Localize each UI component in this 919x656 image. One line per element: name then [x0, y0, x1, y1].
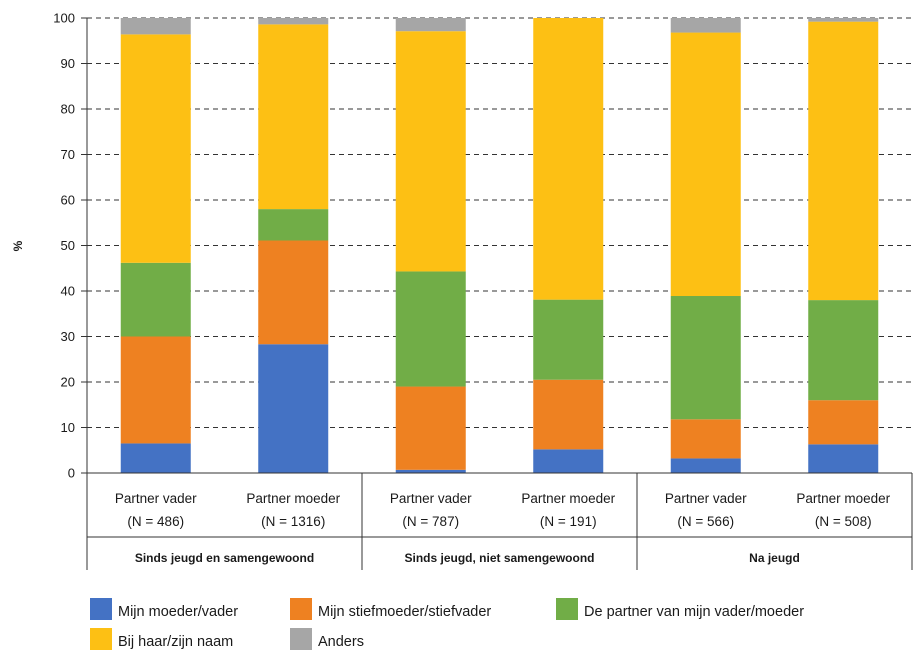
bar-segment [395, 271, 466, 387]
bar-segment [120, 262, 191, 337]
x-category-label: Partner vader [390, 491, 472, 506]
legend-item-mijn-stiefmoeder-stiefvader: Mijn stiefmoeder/stiefvader [290, 598, 491, 620]
bar-segment [120, 336, 191, 444]
y-tick-label: 50 [61, 238, 75, 253]
legend-item-de-partner-van-mijn-vader-moeder: De partner van mijn vader/moeder [556, 598, 804, 620]
bar-segment [120, 18, 191, 35]
bar-segment [808, 18, 879, 22]
bar-segment [533, 18, 604, 300]
bar-segment [808, 400, 879, 445]
x-category-n-label: (N = 787) [402, 514, 459, 529]
bar-segment [258, 240, 329, 345]
legend-swatch [290, 628, 312, 650]
bar-segment [670, 32, 741, 297]
bar-segment [808, 300, 879, 401]
x-category-n-label: (N = 191) [540, 514, 597, 529]
bar-segment [808, 21, 879, 301]
bar-segment [258, 24, 329, 210]
bar-segment [395, 31, 466, 272]
y-tick-label: 0 [68, 466, 75, 481]
legend-swatch [556, 598, 578, 620]
legend-label: Mijn moeder/vader [118, 604, 239, 620]
group-label: Na jeugd [749, 551, 800, 565]
x-category-label: Partner vader [115, 491, 197, 506]
bar-segment [258, 344, 329, 473]
y-tick-label: 80 [61, 102, 75, 117]
bar-segment [670, 18, 741, 33]
bar-segment [533, 299, 604, 380]
bar-segment [670, 419, 741, 459]
x-category-label: Partner moeder [246, 491, 340, 506]
bar-segment [395, 469, 466, 473]
y-tick-label: 70 [61, 147, 75, 162]
bar-segment [533, 449, 604, 473]
bar-segment [808, 444, 879, 473]
y-axis-label: % [11, 240, 25, 251]
x-category-label: Partner moeder [521, 491, 615, 506]
bar-segment [395, 18, 466, 32]
legend-item-bij-haar-zijn-naam: Bij haar/zijn naam [90, 628, 233, 650]
bar-segment [670, 458, 741, 473]
y-tick-label: 10 [61, 420, 75, 435]
group-label: Sinds jeugd, niet samengewoond [404, 551, 594, 565]
legend-swatch [90, 628, 112, 650]
bar-segment [120, 34, 191, 263]
x-category-n-label: (N = 566) [677, 514, 734, 529]
legend-label: Anders [318, 634, 364, 650]
x-category-n-label: (N = 1316) [261, 514, 325, 529]
x-category-label: Partner moeder [796, 491, 890, 506]
bar-segment [395, 386, 466, 470]
group-label: Sinds jeugd en samengewoond [135, 551, 314, 565]
legend-label: De partner van mijn vader/moeder [584, 604, 805, 620]
legend-label: Mijn stiefmoeder/stiefvader [318, 604, 492, 620]
legend-item-anders: Anders [290, 628, 364, 650]
legend-item-mijn-moeder-vader: Mijn moeder/vader [90, 598, 238, 620]
bar-segment [258, 18, 329, 25]
y-tick-label: 100 [53, 11, 75, 26]
bar-segment [258, 209, 329, 241]
y-tick-label: 20 [61, 375, 75, 390]
bar-segment [120, 443, 191, 473]
y-tick-label: 90 [61, 56, 75, 71]
bar-segment [670, 296, 741, 420]
stacked-bar-chart: 0 10 20 30 40 50 60 70 80 90 100% Partner vader (N =… [11, 11, 913, 570]
x-category-n-label: (N = 508) [815, 514, 872, 529]
y-tick-label: 40 [61, 284, 75, 299]
bar-segment [533, 379, 604, 450]
x-category-n-label: (N = 486) [127, 514, 184, 529]
y-tick-label: 30 [61, 329, 75, 344]
legend-label: Bij haar/zijn naam [118, 634, 234, 650]
legend-swatch [290, 598, 312, 620]
legend-swatch [90, 598, 112, 620]
x-category-label: Partner vader [665, 491, 747, 506]
y-tick-label: 60 [61, 193, 75, 208]
